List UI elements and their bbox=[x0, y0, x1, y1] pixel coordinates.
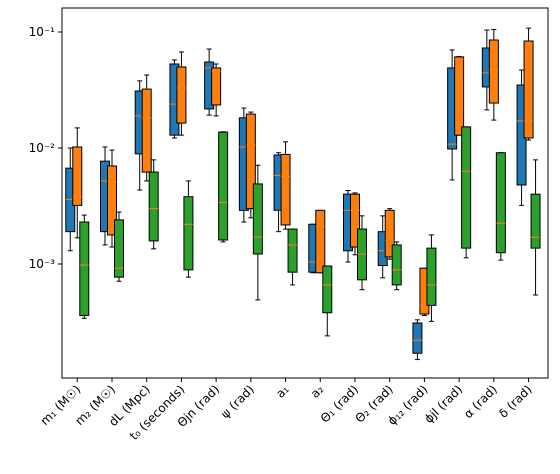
box bbox=[391, 244, 402, 286]
box bbox=[280, 153, 291, 226]
box bbox=[426, 247, 437, 306]
box bbox=[523, 40, 534, 139]
y-tick-label: 10⁻³ bbox=[29, 257, 56, 271]
y-tick-label: 10⁻¹ bbox=[29, 25, 56, 39]
x-tick-label: a₁ bbox=[273, 382, 292, 401]
x-tick-label: δ (rad) bbox=[496, 382, 534, 420]
box bbox=[287, 228, 298, 273]
box bbox=[245, 113, 256, 210]
box bbox=[454, 56, 465, 136]
box bbox=[384, 209, 395, 258]
box bbox=[461, 126, 472, 249]
box bbox=[322, 265, 333, 314]
box bbox=[141, 88, 152, 173]
box bbox=[79, 221, 90, 316]
box bbox=[211, 67, 222, 106]
box bbox=[106, 165, 117, 236]
x-tick-label: a₂ bbox=[308, 382, 327, 401]
box bbox=[488, 39, 499, 104]
box bbox=[495, 152, 506, 254]
box bbox=[349, 193, 360, 248]
box bbox=[148, 171, 159, 242]
box bbox=[252, 183, 263, 255]
box bbox=[72, 146, 83, 206]
x-tick-label: ϕjl (rad) bbox=[422, 382, 466, 426]
plot-frame bbox=[61, 7, 549, 379]
y-tick-label: 10⁻² bbox=[29, 141, 56, 155]
box bbox=[176, 66, 187, 124]
x-tick-label: α (rad) bbox=[461, 382, 500, 421]
box bbox=[530, 193, 541, 249]
x-tick-label: ψ (rad) bbox=[218, 382, 257, 421]
box bbox=[412, 322, 423, 354]
box bbox=[315, 209, 326, 274]
box bbox=[113, 219, 124, 278]
box bbox=[218, 131, 229, 241]
box bbox=[183, 196, 194, 271]
